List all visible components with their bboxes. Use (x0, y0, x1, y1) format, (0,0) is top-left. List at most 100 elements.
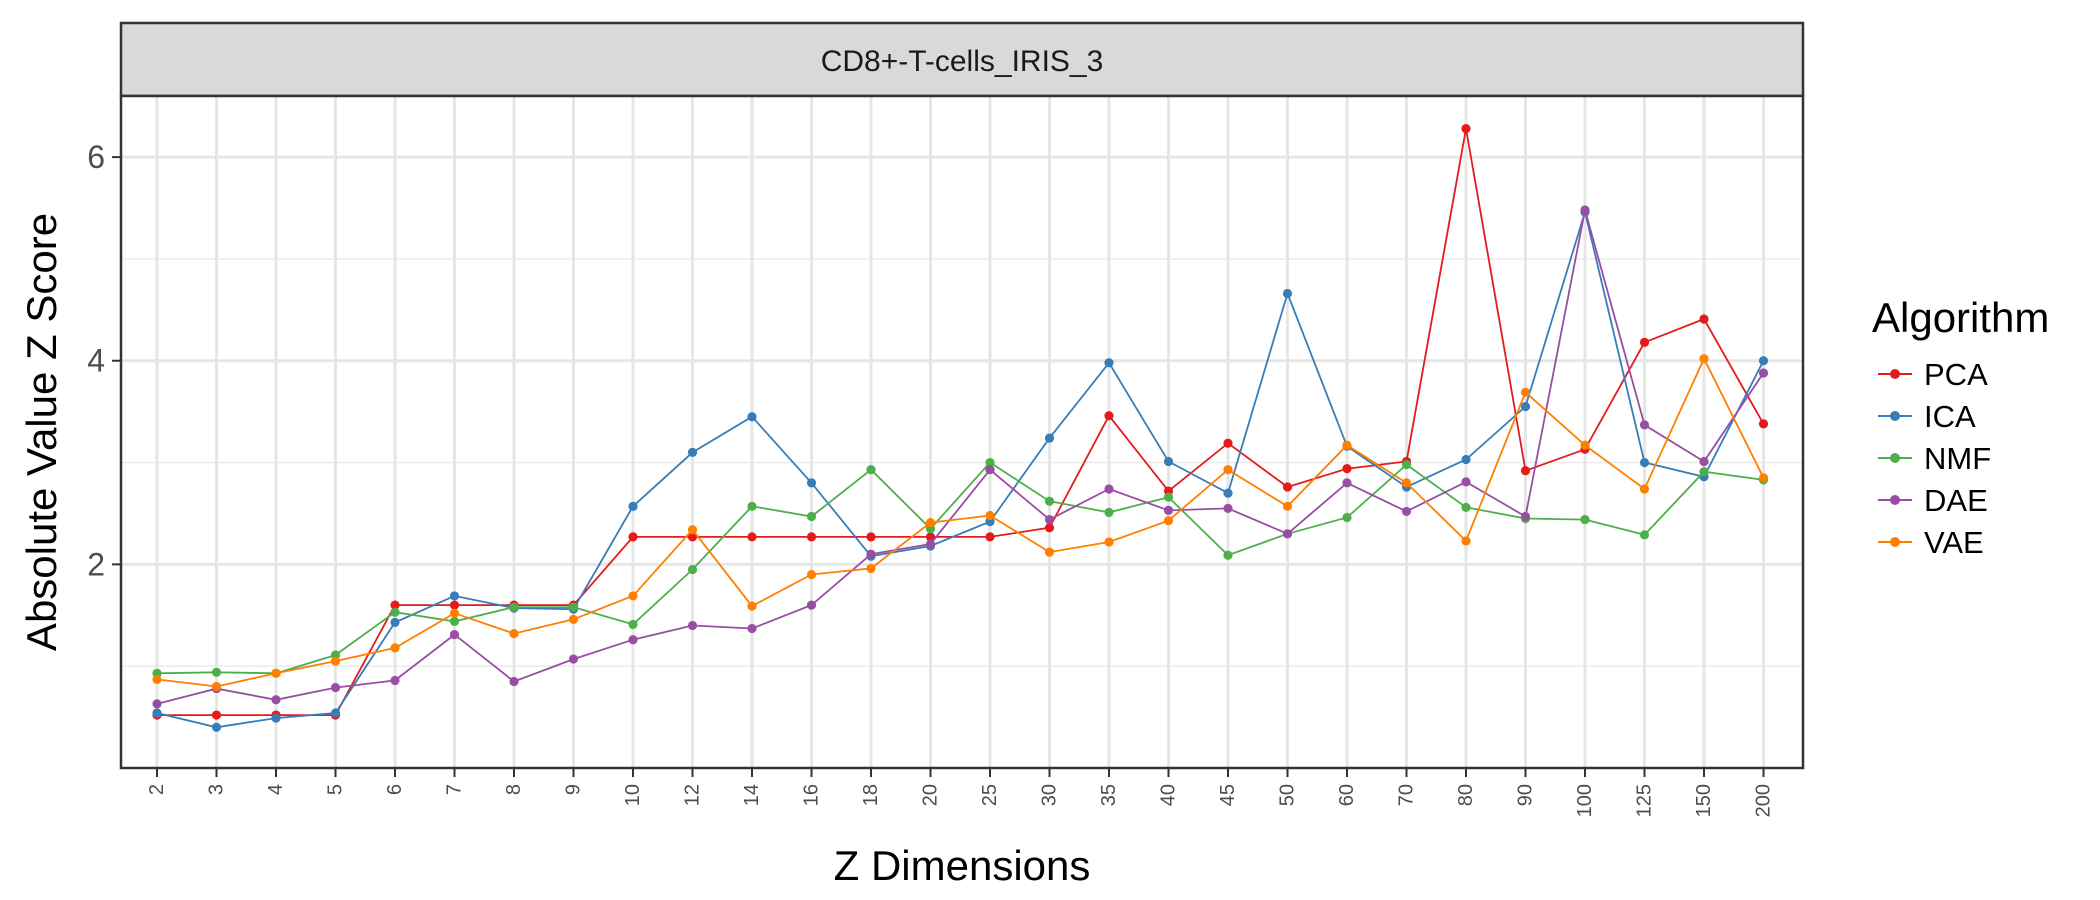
legend-item-dae: DAE (1878, 483, 1988, 518)
legend-item-vae: VAE (1878, 525, 1984, 560)
legend: Algorithm PCA ICA NMF DAE VAE (1872, 294, 2049, 560)
data-point (866, 563, 876, 574)
y-axis: 2 4 6 (87, 139, 121, 582)
data-point (806, 569, 817, 580)
series-ica (152, 207, 1769, 732)
series-layer (152, 123, 1769, 732)
data-point (1104, 537, 1114, 547)
data-point (1520, 401, 1531, 412)
legend-label: PCA (1924, 357, 1988, 392)
data-point (985, 532, 995, 542)
data-point (628, 532, 638, 542)
data-point (866, 532, 876, 542)
data-point (747, 501, 757, 511)
data-point (1699, 467, 1709, 477)
data-point (1342, 440, 1352, 450)
data-point (1044, 514, 1055, 525)
data-point (330, 682, 341, 693)
data-point (1223, 438, 1233, 448)
data-point (1401, 459, 1412, 470)
data-point (628, 501, 638, 511)
series-dae (152, 205, 1769, 709)
data-point (1104, 358, 1114, 368)
y-tick-label: 4 (87, 343, 105, 379)
x-tick-label: 30 (1039, 784, 1061, 806)
x-tick-label: 125 (1634, 784, 1656, 817)
data-point (866, 465, 876, 475)
data-point (211, 710, 222, 720)
data-point (449, 630, 460, 640)
x-tick-label: 16 (801, 784, 823, 806)
data-point (628, 591, 638, 601)
data-point (1044, 496, 1055, 506)
data-point (449, 608, 460, 618)
legend-label: ICA (1924, 399, 1976, 434)
data-point (1520, 387, 1531, 397)
data-point (1461, 477, 1471, 487)
legend-item-pca: PCA (1878, 357, 1988, 392)
series-line (156, 461, 1764, 675)
data-point (1639, 484, 1650, 494)
data-point (509, 629, 519, 639)
x-tick-label: 10 (622, 784, 644, 806)
x-tick-label: 40 (1158, 784, 1180, 806)
data-point (1104, 507, 1114, 518)
series-line (156, 356, 1765, 688)
legend-key-point (1890, 369, 1900, 379)
data-point (985, 457, 995, 468)
data-point (1163, 515, 1174, 526)
x-tick-label: 150 (1693, 784, 1715, 817)
grid-lines (121, 96, 1803, 768)
data-point (390, 607, 400, 617)
data-point (1699, 314, 1709, 324)
data-point (449, 616, 460, 626)
data-point (390, 675, 400, 686)
data-point (925, 518, 936, 528)
legend-title: Algorithm (1872, 294, 2049, 341)
data-point (1461, 123, 1471, 134)
data-point (1639, 457, 1650, 468)
x-axis: 2 3 4 5 6 7 8 9 10 12 14 16 18 20 25 30 35 40 45 50 60 70 80 90… (146, 768, 1775, 817)
data-point (152, 708, 162, 718)
data-point (1342, 512, 1352, 523)
data-point (1580, 205, 1590, 215)
data-point (1282, 288, 1293, 299)
x-tick-label: 5 (325, 784, 347, 795)
data-point (806, 600, 817, 610)
data-point (1163, 492, 1174, 502)
data-point (211, 681, 222, 692)
legend-label: NMF (1924, 441, 1991, 476)
data-point (1282, 529, 1293, 539)
data-point (449, 600, 460, 610)
x-tick-label: 2 (146, 784, 168, 795)
data-point (390, 617, 400, 628)
data-point (1223, 503, 1233, 513)
data-point (390, 643, 400, 653)
data-point (1104, 411, 1114, 421)
y-tick-label: 2 (87, 546, 105, 582)
x-tick-label: 60 (1336, 784, 1358, 806)
x-tick-label: 70 (1396, 784, 1418, 806)
x-tick-label: 80 (1455, 784, 1477, 806)
data-point (271, 695, 281, 705)
data-point (1758, 473, 1769, 483)
x-tick-label: 18 (860, 784, 882, 806)
data-point (985, 465, 995, 475)
legend-item-ica: ICA (1878, 399, 1976, 434)
x-tick-label: 14 (741, 784, 763, 806)
series-line (156, 209, 1765, 705)
x-tick-label: 25 (979, 784, 1001, 806)
data-point (568, 614, 579, 624)
data-point (1401, 506, 1412, 517)
data-point (628, 619, 638, 630)
data-point (1639, 530, 1650, 540)
x-tick-label: 3 (206, 784, 228, 795)
legend-key-point (1890, 453, 1900, 463)
data-point (1401, 478, 1412, 488)
data-point (1699, 456, 1709, 467)
data-point (687, 525, 698, 535)
data-point (985, 510, 995, 521)
data-point (1282, 501, 1293, 511)
data-point (687, 564, 698, 575)
